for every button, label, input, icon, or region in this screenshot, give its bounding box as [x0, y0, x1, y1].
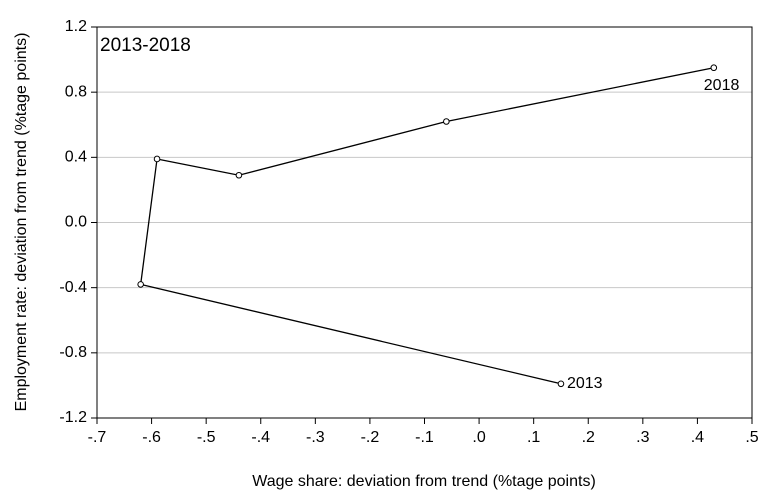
x-tick-label: -.3: [306, 429, 325, 446]
x-tick-label: .5: [745, 429, 758, 446]
y-tick-label: 1.2: [65, 18, 87, 35]
x-tick-label: .4: [691, 429, 704, 446]
x-tick-label: .1: [527, 429, 540, 446]
x-tick-label: .0: [472, 429, 485, 446]
trajectory-line: [139, 67, 714, 385]
x-tick-label: -.2: [361, 429, 380, 446]
x-tick-label: -.5: [197, 429, 216, 446]
y-tick-label: -1.2: [59, 409, 87, 426]
y-axis-label: Employment rate: deviation from trend (%…: [13, 33, 30, 412]
point: [557, 380, 565, 388]
point: [137, 281, 144, 288]
point-label: 2013: [567, 375, 603, 392]
plot-frame: [96, 26, 753, 419]
x-tick-label: -.7: [88, 429, 107, 446]
x-tick-label: -.1: [415, 429, 434, 446]
point: [710, 64, 718, 72]
x-tick-label: -.4: [251, 429, 270, 446]
y-tick-label: 0.4: [65, 149, 87, 166]
y-tick-label: 0.8: [65, 83, 87, 100]
point-label: 2018: [704, 77, 740, 94]
y-tick-label: 0.0: [65, 214, 87, 231]
point: [443, 118, 450, 125]
x-tick-label: .3: [636, 429, 649, 446]
x-tick-label: .2: [582, 429, 595, 446]
point: [153, 155, 161, 163]
y-tick-label: -0.4: [59, 279, 87, 296]
x-tick-label: -.6: [142, 429, 161, 446]
chart-annotation: 2013-2018: [100, 35, 191, 56]
point: [235, 171, 243, 179]
x-axis-label: Wage share: deviation from trend (%tage …: [252, 473, 596, 490]
y-tick-label: -0.8: [59, 344, 87, 361]
